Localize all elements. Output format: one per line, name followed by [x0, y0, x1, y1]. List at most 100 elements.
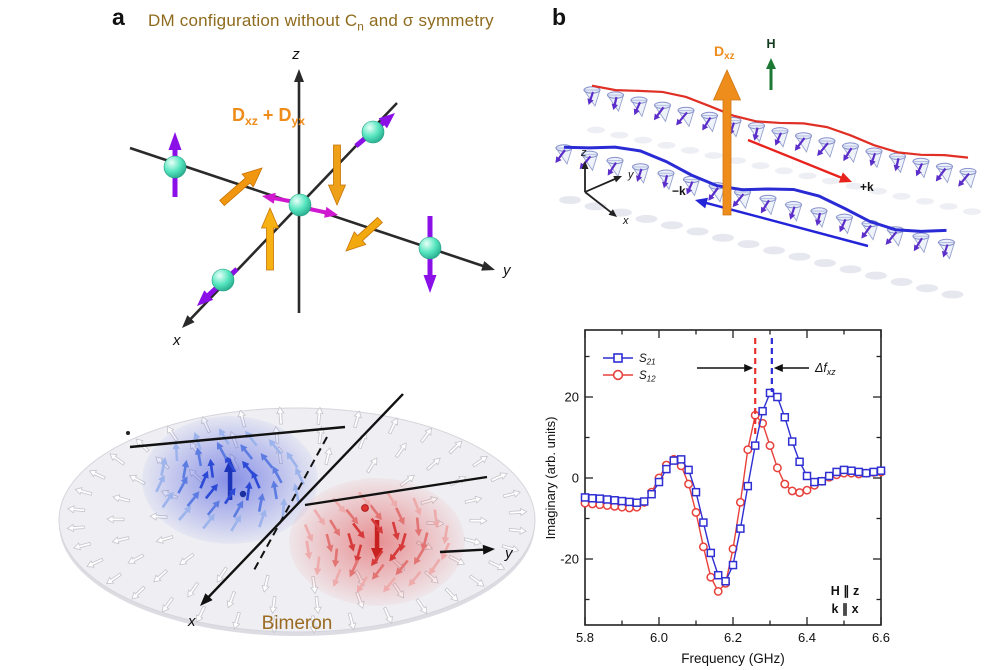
- spin-moment-arrow: [662, 174, 669, 189]
- spinwave-diagram: +k −k Dxz Hz y x: [555, 37, 981, 299]
- spin-moment-arrow: [555, 149, 566, 163]
- spin-moment-arrow: [587, 91, 594, 105]
- x-tick-label: 5.8: [576, 630, 594, 645]
- panel-a-title: DM configuration without Cn and σ symmet…: [148, 11, 494, 33]
- rim-arrow: [382, 606, 393, 624]
- blue-spin-arrow: [161, 491, 174, 509]
- plus-k-label: +k: [860, 180, 874, 194]
- spin-shadow: [822, 177, 840, 185]
- legend-marker-s21: [613, 353, 623, 363]
- blue-spin-arrow: [204, 483, 218, 500]
- rim-arrow: [187, 581, 200, 598]
- s21-marker: [736, 524, 745, 533]
- dxz-label-base: D: [714, 43, 724, 59]
- blue-spin-arrow: [207, 458, 215, 478]
- triad-y-axis: [584, 176, 622, 193]
- blue-core-dot: [239, 490, 247, 498]
- blue-spin-arrow: [194, 447, 203, 467]
- precession-cone-body: [818, 140, 836, 159]
- red-spin-arrow: [329, 519, 341, 537]
- spin-moment-arrow: [702, 116, 712, 131]
- spin-moment-arrow: [794, 137, 806, 151]
- rim-arrow: [88, 469, 106, 480]
- rim-arrow: [155, 535, 174, 544]
- x-axis-title: Frequency (GHz): [681, 651, 785, 666]
- atom-sphere: [418, 236, 442, 260]
- rim-arrow: [353, 410, 362, 429]
- blue-meron-axis-line: [129, 425, 346, 449]
- s21-marker: [691, 487, 701, 497]
- red-meron-axis-line: [304, 475, 488, 507]
- rim-arrow: [490, 472, 508, 483]
- s21-marker: [832, 467, 841, 477]
- spin-shadow: [763, 246, 785, 255]
- rim-arrow: [419, 427, 432, 444]
- dxz-label-sub: xz: [724, 51, 734, 62]
- s21-marker: [684, 465, 693, 475]
- spin-moment-arrow: [861, 224, 872, 239]
- blue-spin-arrow: [177, 476, 188, 494]
- rim-arrow: [309, 615, 318, 634]
- minus-k-arrow: [695, 197, 869, 248]
- x-tick-label: 6.2: [724, 630, 742, 645]
- rim-arrow: [111, 536, 130, 545]
- blue-spin-arrow: [270, 480, 279, 500]
- spin-moment-arrow: [611, 96, 618, 111]
- red-spin-arrow: [414, 517, 422, 537]
- spin-moment-arrow: [636, 168, 643, 182]
- blue-spin-arrow: [206, 500, 220, 516]
- blue-spin-arrow: [280, 498, 288, 517]
- s12-marker: [802, 485, 812, 495]
- rim-arrow: [226, 590, 237, 609]
- legend-label-s12-base: S: [639, 370, 647, 382]
- atom-sphere: [361, 120, 385, 144]
- rim-arrow: [315, 406, 324, 425]
- spin-moment-arrow: [839, 218, 847, 233]
- s21-marker: [817, 476, 827, 486]
- precession-cone-body: [580, 153, 599, 172]
- atom-sphere: [211, 268, 235, 292]
- s21-marker: [669, 456, 679, 465]
- s21-marker: [847, 466, 856, 475]
- spin-shadow: [941, 290, 964, 299]
- blue-spin-arrow: [224, 487, 236, 505]
- spin-shadow: [916, 284, 938, 293]
- spin-shadow: [559, 196, 581, 204]
- s12-marker: [706, 572, 716, 582]
- precession-cone-body: [677, 109, 695, 128]
- rim-arrow: [415, 598, 428, 615]
- spin-moment-arrow: [633, 101, 641, 116]
- rim-arrow: [488, 560, 506, 571]
- spin-moment-arrow: [752, 127, 759, 141]
- bimeron-y-label: y: [504, 545, 514, 562]
- red-spin-arrow: [395, 507, 405, 525]
- spin-moment-arrow: [915, 163, 923, 177]
- legend-label-s12-sub: 12: [647, 375, 656, 384]
- rim-arrow: [463, 537, 482, 546]
- red-spin-arrow: [420, 532, 429, 551]
- s21-marker: [750, 441, 760, 450]
- rim-arrow: [394, 442, 407, 459]
- s21-marker: [861, 468, 871, 478]
- spin-shadow: [939, 203, 958, 210]
- rim-arrow: [464, 495, 483, 504]
- rim-arrow: [73, 541, 92, 551]
- dm-term2-base: D: [278, 105, 291, 125]
- spin-moment-arrow: [885, 231, 898, 245]
- blue-spin-arrow: [199, 470, 209, 489]
- s21-marker: [854, 467, 864, 477]
- blue-spin-arrow: [216, 441, 228, 460]
- spin-shadow: [775, 167, 793, 175]
- spin-moment-arrow: [935, 167, 947, 182]
- spin-shadow: [751, 162, 770, 170]
- spin-shadow: [634, 136, 652, 144]
- spin-moment-arrow: [708, 187, 719, 201]
- s21-marker: [721, 577, 730, 586]
- dm-arrow-downleft: [345, 216, 383, 252]
- red-spin-arrow: [408, 570, 422, 587]
- red-spin-arrow: [428, 558, 441, 576]
- minus-k-spinwave-line: [563, 145, 947, 233]
- legend-label-s21: S21: [639, 353, 656, 367]
- panel-a-title-sub: n: [357, 19, 365, 34]
- rim-arrow: [313, 596, 322, 615]
